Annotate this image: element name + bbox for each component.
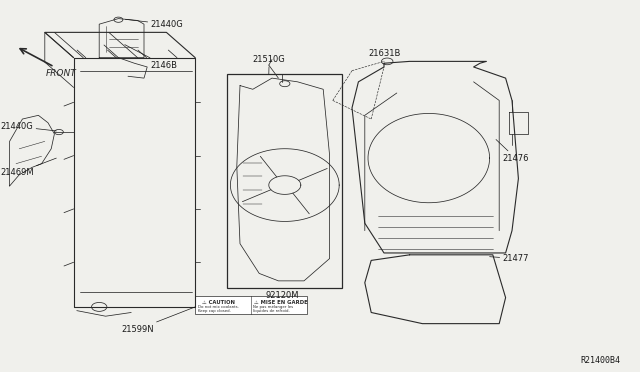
Text: 21599N: 21599N <box>122 307 195 334</box>
Text: 21631B: 21631B <box>368 49 401 61</box>
Text: 21477: 21477 <box>490 254 529 263</box>
Text: Do not mix coolants.
Keep cap closed.: Do not mix coolants. Keep cap closed. <box>198 305 239 313</box>
Text: 21476: 21476 <box>496 140 529 163</box>
Text: Ne pas mélanger les
liquides de refroid.: Ne pas mélanger les liquides de refroid. <box>253 305 293 313</box>
Text: R21400B4: R21400B4 <box>581 356 621 365</box>
Bar <box>227 74 342 288</box>
Text: FRONT: FRONT <box>46 69 77 78</box>
Bar <box>195 296 307 314</box>
Text: 92120M: 92120M <box>266 291 299 299</box>
Text: ⚠ CAUTION: ⚠ CAUTION <box>202 300 235 305</box>
Text: 21440G: 21440G <box>1 122 56 131</box>
Text: 21469M: 21469M <box>1 158 56 177</box>
Text: 2146B: 2146B <box>125 45 177 70</box>
Text: 21440G: 21440G <box>125 19 183 29</box>
Text: ⚠ MISE EN GARDE: ⚠ MISE EN GARDE <box>254 300 308 305</box>
Text: 21510G: 21510G <box>253 55 285 74</box>
